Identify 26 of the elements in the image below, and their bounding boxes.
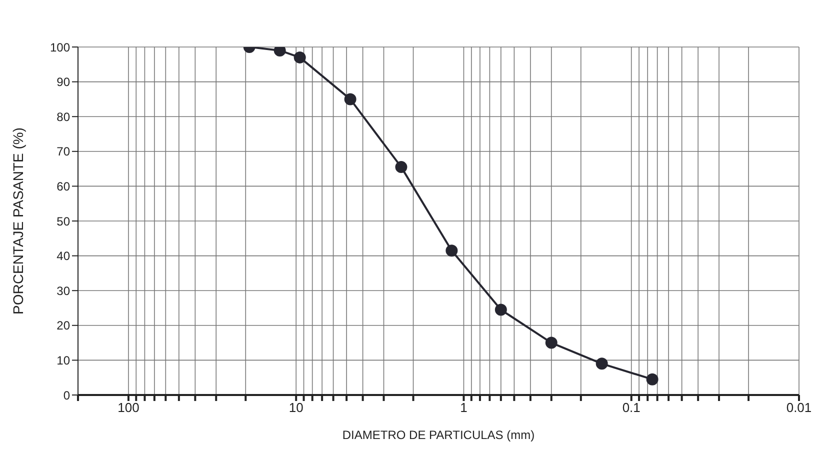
point <box>494 304 507 316</box>
point <box>395 161 408 174</box>
point <box>596 358 608 370</box>
x-tick-label: 1 <box>460 400 468 416</box>
point <box>344 93 356 106</box>
y-tick-label: 10 <box>56 353 70 368</box>
y-tick-label: 50 <box>56 214 70 228</box>
y-tick-label: 20 <box>56 318 70 333</box>
x-tick-label: 10 <box>288 400 304 416</box>
point <box>545 336 558 349</box>
point <box>446 244 458 257</box>
x-tick-label: 100 <box>118 400 140 416</box>
y-tick-label: 90 <box>56 75 70 90</box>
y-tick-label: 40 <box>56 249 70 264</box>
x-tick-label: 0.01 <box>786 400 812 416</box>
x-axis-title: DIAMETRO DE PARTICULAS (mm) <box>342 428 535 442</box>
y-axis-title: PORCENTAJE PASANTE (%) <box>10 128 26 314</box>
y-tick-label: 60 <box>56 179 70 194</box>
y-tick-label: 70 <box>56 144 70 159</box>
y-tick-label: 30 <box>56 284 70 298</box>
x-tick-label: 0.1 <box>622 400 640 416</box>
point <box>646 373 658 386</box>
y-tick-label: 0 <box>63 388 70 402</box>
y-tick-label: 80 <box>56 110 70 124</box>
point <box>294 51 306 64</box>
y-tick-label: 100 <box>50 40 70 54</box>
